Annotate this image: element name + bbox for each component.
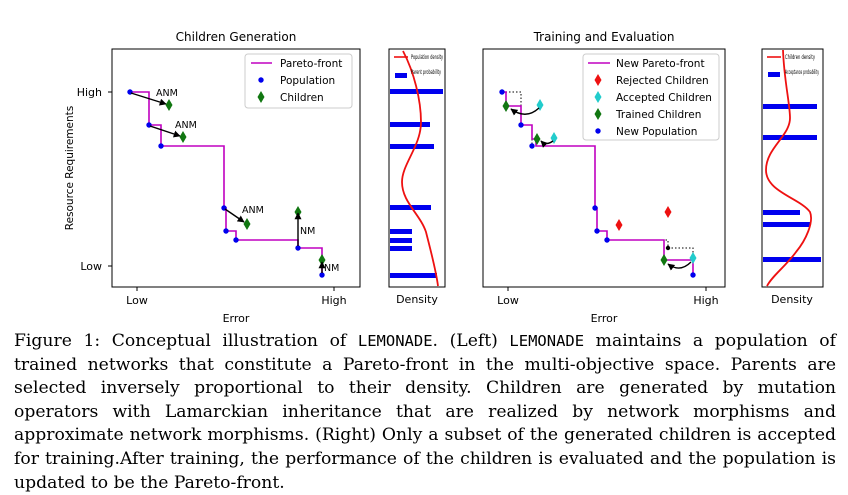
arrow-annotation: NM (300, 226, 315, 237)
legend-entry: New Pareto-front (616, 58, 705, 70)
legend-entry: Population (280, 75, 335, 87)
rejected-child-point (615, 219, 623, 231)
child-point (179, 131, 187, 143)
children-density-curve (765, 49, 812, 287)
parent-probability-bar (390, 238, 412, 243)
acceptance-probability-bar (763, 104, 817, 109)
plot-frame (388, 48, 446, 288)
new-population-point (529, 143, 535, 149)
new-population-point (690, 272, 696, 278)
parent-probability-bar (390, 144, 434, 149)
legend-entry: Rejected Children (616, 75, 709, 87)
population-point (233, 237, 239, 243)
figure-caption: Figure 1: Conceptual illustration of LEM… (14, 330, 836, 495)
arrow-annotation: NM (324, 263, 339, 274)
training-arrow (667, 261, 692, 271)
new-population-point (518, 122, 524, 128)
parent-probability-bar (390, 122, 430, 127)
removed-population-point (665, 245, 671, 251)
arrow-annotation: ANM (175, 120, 197, 131)
legend-entry: Parent probability (411, 69, 441, 76)
method-name: LEMONADE (357, 332, 433, 350)
method-name: LEMONADE (509, 332, 585, 350)
rejected-child-point (664, 206, 672, 218)
new-population-point (594, 228, 600, 234)
caption-text: . (Left) (432, 331, 510, 351)
plot-title: Training and Evaluation (533, 30, 675, 44)
x-axis-label: Density (771, 293, 813, 306)
legend: New Pareto-front Rejected Children Accep… (582, 53, 720, 141)
legend: Pareto-front Population Children (244, 53, 353, 109)
parent-probability-bar (390, 246, 412, 251)
population-point (223, 228, 229, 234)
legend-entry: New Population (616, 126, 697, 138)
children-generation-plot: Children Generation Resource Requirement… (64, 30, 361, 325)
new-population-point (499, 89, 505, 95)
arrow-annotation: ANM (242, 205, 264, 216)
mutation-arrow (224, 208, 245, 223)
population-density-curve (401, 50, 439, 287)
mutation-arrow (149, 125, 181, 138)
x-tick-label: High (693, 294, 718, 307)
new-pareto-front-line (502, 91, 694, 275)
legend: Population density Parent probability (394, 54, 443, 78)
acceptance-probability-bar (763, 210, 800, 215)
plot-frame (761, 48, 824, 288)
parent-probability-bar (390, 273, 437, 278)
training-arrow (540, 140, 554, 148)
y-tick-label: High (77, 86, 102, 99)
mutation-arrow (130, 92, 167, 106)
trained-child-point (533, 133, 541, 145)
x-axis-label: Error (591, 312, 618, 325)
legend-entry: Children (280, 92, 324, 104)
x-tick-label: Low (126, 294, 148, 307)
population-point (295, 245, 301, 251)
legend-entry: Accepted Children (616, 92, 712, 104)
plot-title: Children Generation (176, 30, 297, 44)
new-population-point (592, 205, 598, 211)
y-tick-label: Low (80, 260, 102, 273)
new-population-point (604, 237, 610, 243)
population-point (319, 272, 325, 278)
plot-frame (111, 48, 361, 288)
legend-entry: Pareto-front (280, 58, 342, 70)
pareto-front-line (130, 91, 323, 275)
acceptance-probability-bar (763, 222, 810, 227)
child-point (165, 99, 173, 111)
parent-probability-bar (390, 229, 412, 234)
x-axis-label: Density (396, 293, 438, 306)
children-density-plot: Density Children density Acceptance prob… (761, 48, 824, 306)
figure-label: Figure 1: (14, 331, 101, 351)
training-arrow (510, 107, 540, 116)
arrow-annotation: ANM (156, 88, 178, 99)
legend-entry: Children density (785, 54, 815, 61)
x-tick-label: Low (497, 294, 519, 307)
legend-entry: Trained Children (615, 109, 701, 121)
acceptance-probability-bar (763, 257, 821, 262)
plot-frame (482, 48, 726, 288)
x-tick-label: High (321, 294, 346, 307)
figure-1: Children Generation Resource Requirement… (64, 30, 824, 325)
trained-child-point (502, 100, 510, 112)
population-density-plot: Density Population density Parent probab… (388, 48, 446, 306)
caption-text: Conceptual illustration of (100, 331, 358, 351)
x-axis-label: Error (223, 312, 250, 325)
population-point (158, 143, 164, 149)
acceptance-probability-bar (763, 135, 817, 140)
accepted-child-point (689, 252, 697, 264)
caption-text: maintains a population of trained networ… (14, 331, 836, 493)
parent-probability-bar (390, 205, 431, 210)
trained-child-point (660, 254, 668, 266)
legend-entry: Population density (411, 54, 443, 61)
legend-entry: Acceptance probability (785, 69, 819, 76)
y-axis-label: Resource Requirements (64, 106, 76, 231)
child-point (243, 218, 251, 230)
legend: Children density Acceptance probability (767, 54, 819, 77)
training-evaluation-plot: Training and Evaluation Low High Error (482, 30, 726, 325)
